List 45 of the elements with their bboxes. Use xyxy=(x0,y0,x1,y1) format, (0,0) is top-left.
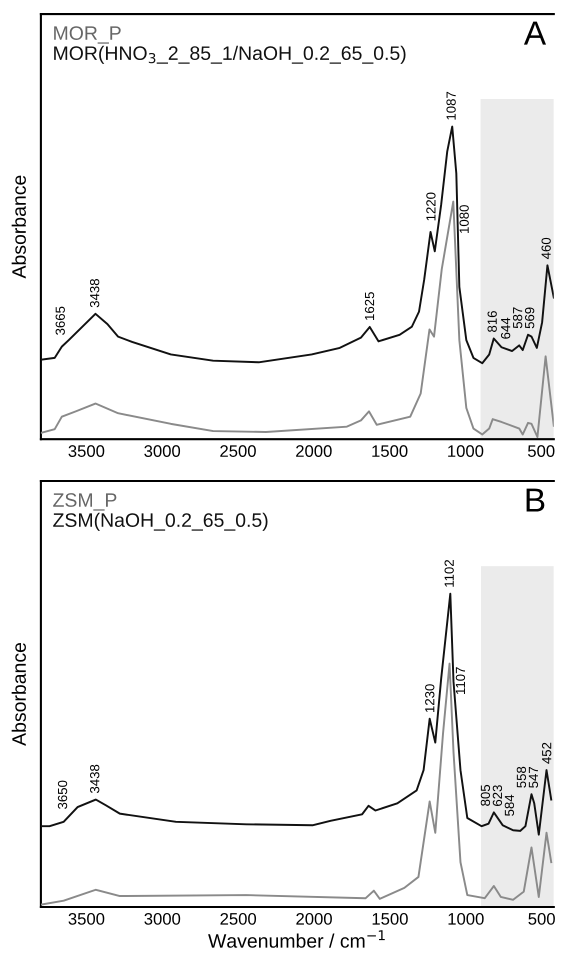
annotation: 1102 xyxy=(444,560,454,587)
x-tick-label: 500 xyxy=(528,912,555,925)
x-tick-label: 2000 xyxy=(296,912,332,925)
annotation: 3650 xyxy=(58,780,68,809)
x-tick-label: 3500 xyxy=(68,912,104,925)
annotation: 1107 xyxy=(456,667,466,694)
y-axis-title: Absorbance xyxy=(12,176,26,278)
annotation: 1087 xyxy=(446,92,456,120)
annotation: 623 xyxy=(492,785,502,806)
annotation: 805 xyxy=(480,784,490,806)
annotation: 569 xyxy=(524,308,534,328)
x-tick-label: 1000 xyxy=(448,912,484,925)
x-tick-label: 3500 xyxy=(68,445,104,457)
annotation: 644 xyxy=(500,318,510,339)
annotation: 460 xyxy=(541,238,551,260)
text: ZSM(NaOH_0.2_65_0.5) xyxy=(53,512,268,531)
x-tick-label: 1000 xyxy=(448,445,484,457)
annotation: 1080 xyxy=(459,205,469,233)
annotation: 1220 xyxy=(426,192,436,220)
text: MOR(HNO$_{3}$_2_85_1/NaOH_0.2_65_0.5) xyxy=(54,46,406,64)
text: A xyxy=(524,22,546,45)
annotation: 584 xyxy=(504,794,514,816)
annotation: 3665 xyxy=(56,306,65,335)
x-tick-label: 1500 xyxy=(372,445,408,457)
annotation: 558 xyxy=(516,766,526,788)
x-tick-label: 1500 xyxy=(372,912,408,925)
annotation: 587 xyxy=(512,307,522,328)
annotation: 1230 xyxy=(425,684,434,712)
y-axis-title: Absorbance xyxy=(12,642,26,746)
annotation: 1625 xyxy=(364,292,374,320)
x-tick-label: 2500 xyxy=(220,445,256,457)
annotation: 816 xyxy=(488,311,497,332)
x-axis-title: Wavenumber / cm$^{−1}$ xyxy=(208,930,385,948)
x-tick-label: 500 xyxy=(528,445,554,457)
x-tick-label: 2500 xyxy=(220,912,256,925)
x-tick-label: 2000 xyxy=(296,445,332,457)
x-tick-label: 3000 xyxy=(144,445,180,457)
annotation: 3438 xyxy=(90,764,100,794)
annotation: 3438 xyxy=(90,279,100,308)
text: B xyxy=(526,488,544,512)
annotation: 452 xyxy=(542,742,552,764)
x-tick-label: 3000 xyxy=(144,912,180,925)
text: ZSM_P xyxy=(53,493,116,511)
annotation: 547 xyxy=(528,766,538,788)
text: MOR_P xyxy=(54,26,121,44)
